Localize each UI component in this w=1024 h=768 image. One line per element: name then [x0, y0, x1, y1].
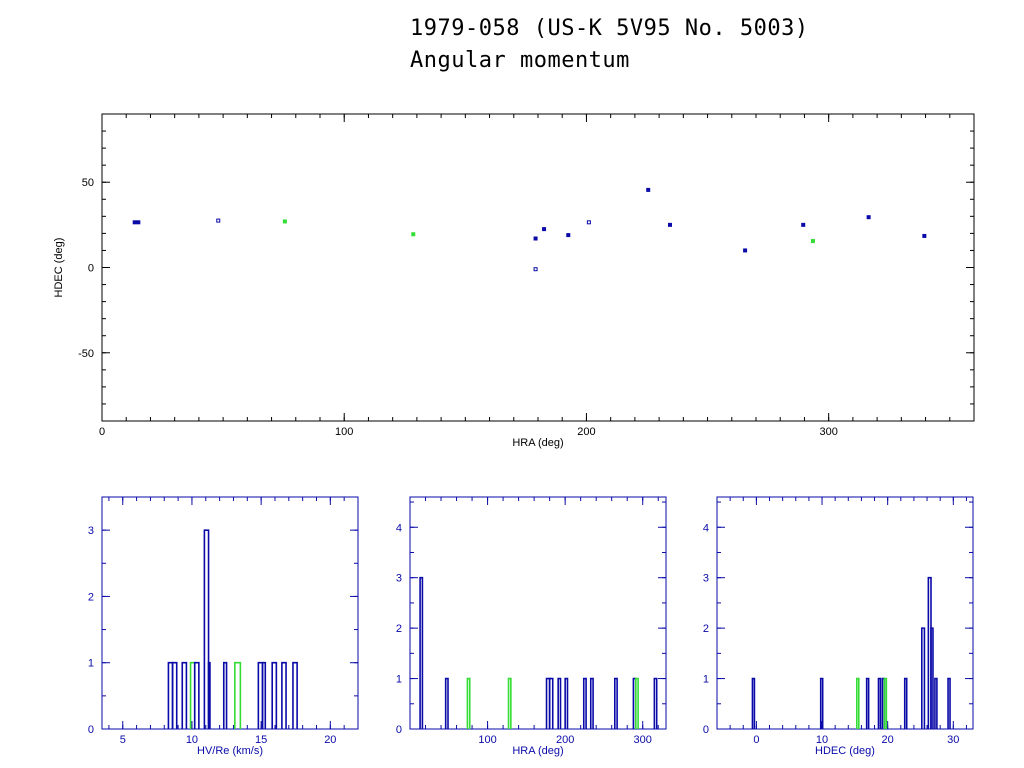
panel4-x-tick-label: 10 — [816, 734, 828, 746]
histogram-bar — [181, 661, 188, 729]
histogram-bar — [614, 677, 618, 729]
scatter-point — [533, 236, 538, 241]
scatter-point — [216, 218, 221, 223]
panel1-x-tick-label: 100 — [335, 426, 353, 438]
histogram-bar — [557, 677, 562, 729]
panel1-y-tick-label: 0 — [88, 263, 94, 275]
panel4-x-tick-label: 20 — [882, 734, 894, 746]
panel4-y-tick-label: 2 — [703, 623, 709, 635]
panel4-y-tick-label: 3 — [703, 573, 709, 585]
panel2-x-axis-label: HV/Re (km/s) — [197, 745, 263, 757]
histogram-bar — [507, 677, 512, 729]
scatter-point — [533, 267, 538, 272]
histogram-bar — [634, 677, 639, 729]
panel4-y-tick-label: 0 — [703, 724, 709, 736]
histogram-bar — [883, 677, 888, 729]
histogram-bar — [548, 677, 554, 729]
chart-subtitle: Angular momentum — [410, 48, 630, 73]
histogram-bar — [466, 677, 471, 729]
scatter-point — [743, 248, 748, 253]
scatter-point — [810, 239, 815, 244]
scatter-point — [646, 187, 651, 192]
histogram-bar — [271, 661, 278, 729]
scatter-point — [801, 222, 806, 227]
histogram-bar — [261, 661, 267, 729]
panel3-x-axis-label: HRA (deg) — [512, 745, 563, 757]
histogram-bar — [947, 677, 951, 729]
scatter-point — [136, 220, 141, 225]
scatter-point — [586, 220, 591, 225]
histogram-bar — [222, 661, 228, 729]
scatter-point — [922, 233, 927, 238]
histogram-bar — [419, 576, 424, 729]
panel3-x-tick-label: 300 — [634, 734, 652, 746]
panel1-x-tick-label: 0 — [99, 426, 105, 438]
panel4-y-tick-label: 4 — [703, 522, 709, 534]
histogram-bar — [234, 661, 242, 729]
histogram-bar — [207, 661, 211, 729]
histogram-bar — [653, 677, 658, 729]
panel4-frame — [716, 496, 974, 730]
histogram-bar — [903, 677, 908, 729]
panel2-x-tick-label: 15 — [255, 734, 267, 746]
histogram-bar — [934, 677, 938, 729]
panel3-y-tick-label: 1 — [396, 674, 402, 686]
panel3-y-tick-label: 0 — [396, 724, 402, 736]
scatter-point — [668, 222, 673, 227]
panel1-y-axis-label: HDEC (deg) — [53, 238, 65, 298]
histogram-bar — [203, 529, 210, 729]
histogram-bar — [564, 677, 569, 729]
panel2-y-tick-label: 1 — [88, 658, 94, 670]
histogram-bar — [281, 661, 287, 729]
scatter-point — [566, 233, 571, 238]
histogram-bar — [589, 677, 594, 729]
histogram-bar — [865, 677, 870, 729]
panel1-y-tick-label: 50 — [82, 177, 94, 189]
panel4-x-tick-label: 0 — [753, 734, 759, 746]
panel2-x-tick-label: 20 — [324, 734, 336, 746]
panel4-x-tick-label: 30 — [947, 734, 959, 746]
histogram-bar — [292, 661, 298, 729]
histogram-bar — [877, 677, 882, 729]
histogram-bar — [582, 677, 587, 729]
histogram-bar — [856, 677, 860, 729]
scatter-point — [282, 219, 287, 224]
panel1-frame — [101, 113, 975, 422]
panel3-frame — [409, 496, 667, 730]
panel2-frame — [101, 496, 359, 730]
scatter-point — [132, 220, 137, 225]
chart-title: 1979-058 (US-K 5V95 No. 5003) — [410, 16, 809, 41]
histogram-bar — [921, 627, 926, 729]
panel1-x-tick-label: 300 — [819, 426, 837, 438]
panel3-x-tick-label: 200 — [556, 734, 574, 746]
panel2-y-tick-label: 2 — [88, 591, 94, 603]
panel2-y-tick-label: 3 — [88, 525, 94, 537]
panel1-x-tick-label: 200 — [577, 426, 595, 438]
panel4-y-tick-label: 1 — [703, 674, 709, 686]
histogram-bar — [819, 677, 824, 729]
histogram-bar — [193, 661, 200, 729]
panel2-x-tick-label: 5 — [120, 734, 126, 746]
panel2-y-tick-label: 0 — [88, 724, 94, 736]
scatter-point — [866, 215, 871, 220]
scatter-point — [542, 227, 547, 232]
histogram-bar — [930, 627, 934, 729]
panel4-x-axis-label: HDEC (deg) — [815, 745, 875, 757]
panel3-x-tick-label: 100 — [478, 734, 496, 746]
panel1-x-axis-label: HRA (deg) — [512, 437, 563, 449]
panel3-y-tick-label: 2 — [396, 623, 402, 635]
panel3-y-tick-label: 4 — [396, 522, 402, 534]
scatter-point — [411, 232, 416, 237]
panel2-x-tick-label: 10 — [186, 734, 198, 746]
histogram-bar — [751, 677, 756, 729]
histogram-bar — [171, 661, 178, 729]
histogram-bar — [444, 677, 449, 729]
panel1-y-tick-label: -50 — [78, 348, 94, 360]
panel3-y-tick-label: 3 — [396, 573, 402, 585]
